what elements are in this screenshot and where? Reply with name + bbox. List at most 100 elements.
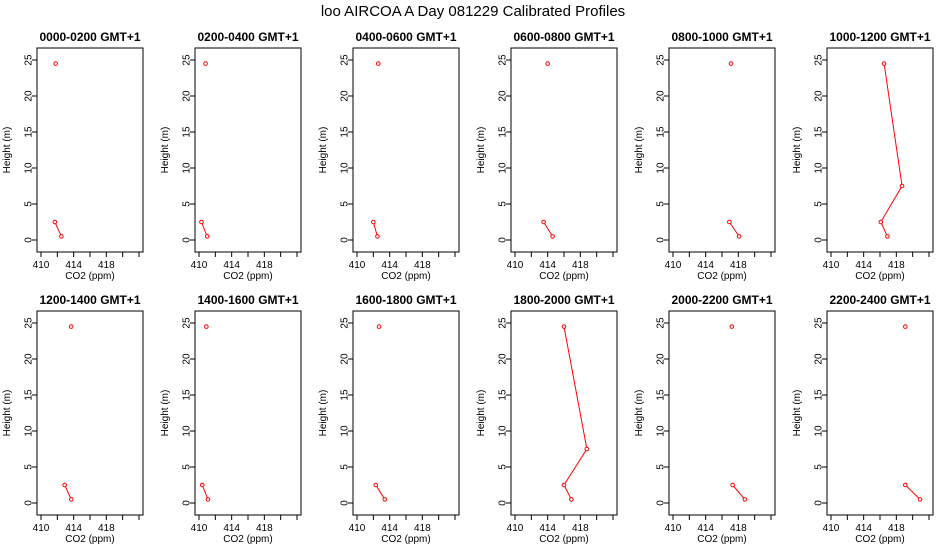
x-tick-label: 414 <box>381 260 398 271</box>
plot-frame <box>352 47 460 253</box>
panel-title: 1600-1800 GMT+1 <box>355 293 456 307</box>
panels-grid: 0000-0200 GMT+1 410 414 418 0 5 10 15 20 25 CO2 (p… <box>2 30 934 545</box>
y-tick-label: 10 <box>498 162 509 174</box>
profile-line <box>201 484 209 500</box>
panel-title: 1200-1400 GMT+1 <box>39 293 140 307</box>
data-point <box>53 61 59 66</box>
y-tick-label: 0 <box>656 500 667 506</box>
plot-frame <box>194 310 302 516</box>
y-axis-label: Height (m) <box>318 390 329 437</box>
data-point <box>727 219 732 225</box>
y-tick-label: 25 <box>656 317 667 329</box>
y-tick-label: 10 <box>814 162 825 174</box>
profile-line <box>543 221 553 237</box>
data-point <box>584 446 590 452</box>
y-tick-label: 25 <box>182 54 193 66</box>
data-point <box>881 61 887 66</box>
x-axis-label: CO2 (ppm) <box>65 271 114 282</box>
x-tick-label: 418 <box>888 260 905 271</box>
panel-4: 0600-0800 GMT+1 410 414 418 0 5 10 15 20 25 CO2 (p… <box>476 30 618 282</box>
y-tick-label: 15 <box>814 126 825 138</box>
panel-1: 0000-0200 GMT+1 410 414 418 0 5 10 15 20 25 CO2 (p… <box>2 30 144 282</box>
x-tick-label: 410 <box>823 260 840 271</box>
profile-line <box>728 221 740 237</box>
x-tick-label: 414 <box>223 260 240 271</box>
x-tick-label: 414 <box>381 523 398 534</box>
x-tick-label: 414 <box>855 260 872 271</box>
y-tick-label: 25 <box>24 317 35 329</box>
data-point <box>885 234 890 239</box>
profile-line <box>54 221 62 237</box>
panel-12: 2200-2400 GMT+1 410 414 418 0 5 10 15 20 25 CO2 (p… <box>792 293 934 545</box>
x-tick-label: 410 <box>33 523 50 534</box>
data-point <box>729 324 735 329</box>
y-tick-label: 25 <box>340 54 351 66</box>
x-tick-label: 410 <box>665 523 682 534</box>
x-tick-label: 418 <box>730 260 747 271</box>
y-tick-label: 15 <box>340 389 351 401</box>
y-tick-label: 15 <box>24 389 35 401</box>
y-tick-label: 15 <box>656 389 667 401</box>
profile-line <box>372 221 378 237</box>
x-tick-label: 410 <box>507 260 524 271</box>
y-tick-label: 5 <box>340 201 351 207</box>
plot-frame <box>668 47 776 253</box>
profile-line <box>375 484 386 500</box>
panel-3: 0400-0600 GMT+1 410 414 418 0 5 10 15 20 25 CO2 (p… <box>318 30 460 282</box>
y-tick-label: 25 <box>498 54 509 66</box>
profile-line <box>64 484 72 500</box>
y-tick-label: 20 <box>182 90 193 102</box>
data-point <box>561 324 567 329</box>
plot-frame <box>36 310 144 516</box>
data-point <box>561 482 567 488</box>
data-point <box>59 234 64 239</box>
x-tick-label: 410 <box>507 523 524 534</box>
x-axis-label: CO2 (ppm) <box>697 534 746 545</box>
x-tick-label: 410 <box>33 260 50 271</box>
y-tick-label: 10 <box>498 425 509 437</box>
x-tick-label: 414 <box>223 523 240 534</box>
y-tick-label: 25 <box>340 317 351 329</box>
y-tick-label: 20 <box>814 90 825 102</box>
profile-line <box>563 326 588 500</box>
y-tick-label: 15 <box>340 126 351 138</box>
y-tick-label: 0 <box>656 237 667 243</box>
y-tick-label: 10 <box>814 425 825 437</box>
y-axis-label: Height (m) <box>476 390 487 437</box>
y-tick-label: 20 <box>814 353 825 365</box>
data-point <box>878 219 884 225</box>
x-tick-label: 410 <box>349 523 366 534</box>
y-tick-label: 25 <box>814 317 825 329</box>
panel-title: 1400-1600 GMT+1 <box>197 293 298 307</box>
y-tick-label: 0 <box>340 500 351 506</box>
y-tick-label: 10 <box>656 162 667 174</box>
panel-title: 0200-0400 GMT+1 <box>197 30 298 44</box>
x-tick-label: 410 <box>823 523 840 534</box>
data-point <box>730 482 735 488</box>
data-point <box>62 482 67 488</box>
y-tick-label: 20 <box>182 353 193 365</box>
y-tick-label: 25 <box>498 317 509 329</box>
y-tick-label: 20 <box>24 353 35 365</box>
x-tick-label: 418 <box>98 260 115 271</box>
x-axis-label: CO2 (ppm) <box>697 271 746 282</box>
y-tick-label: 20 <box>24 90 35 102</box>
y-axis-label: Height (m) <box>2 127 13 174</box>
data-point <box>903 324 908 329</box>
y-axis-label: Height (m) <box>318 127 329 174</box>
data-point <box>899 183 905 189</box>
data-point <box>545 61 550 66</box>
panel-title: 2000-2200 GMT+1 <box>671 293 772 307</box>
x-tick-label: 414 <box>539 523 556 534</box>
data-point <box>541 219 546 225</box>
x-axis-label: CO2 (ppm) <box>539 534 588 545</box>
y-tick-label: 5 <box>656 201 667 207</box>
x-tick-label: 418 <box>98 523 115 534</box>
x-tick-label: 418 <box>414 523 431 534</box>
data-point <box>373 482 379 488</box>
data-point <box>375 234 380 239</box>
y-axis-label: Height (m) <box>476 127 487 174</box>
data-point <box>199 219 204 225</box>
y-tick-label: 15 <box>498 389 509 401</box>
data-point <box>382 497 388 502</box>
